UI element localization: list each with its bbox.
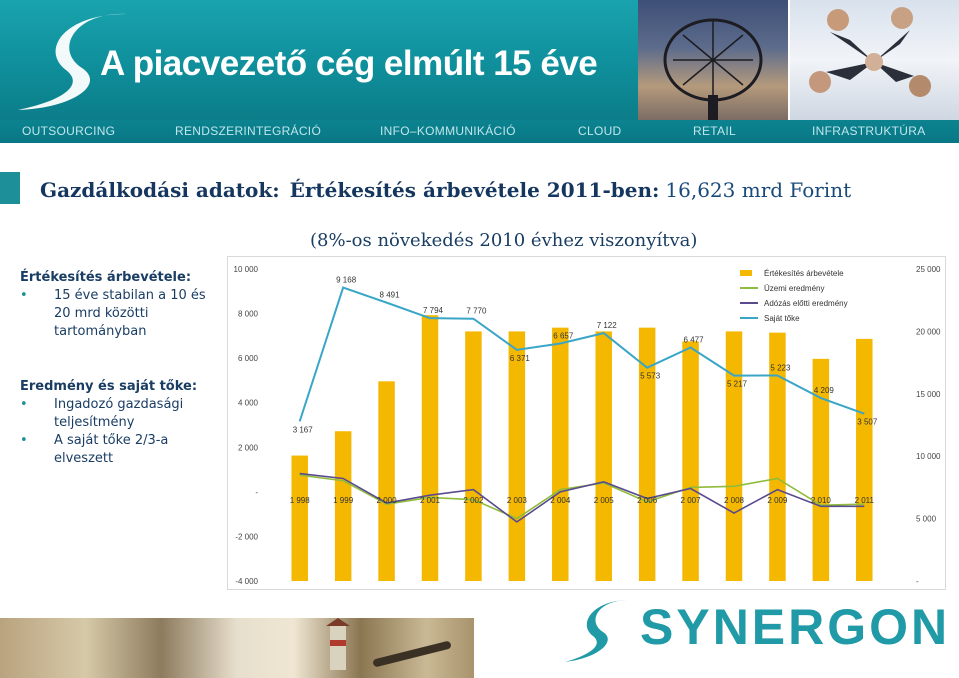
revenue-bar [725, 331, 743, 581]
synergon-swoosh-icon [18, 13, 126, 111]
equity-data-label: 9 168 [336, 276, 357, 285]
equity-data-label: 6 371 [510, 354, 531, 363]
x-axis-label: 2 004 [550, 496, 571, 505]
left-axis-tick: -4 000 [235, 577, 258, 586]
equity-data-label: 7 122 [597, 321, 618, 330]
nav-item-outsourcing[interactable]: OUTSOURCING [22, 124, 116, 138]
banner-title: A piacvezető cég elmúlt 15 éve [100, 44, 598, 83]
left-axis-tick: 10 000 [234, 265, 259, 274]
left-axis-tick: 2 000 [238, 443, 259, 452]
revenue-bar [465, 331, 482, 581]
synergon-logo-icon [565, 600, 629, 662]
equity-line [298, 286, 865, 422]
revenue-bar [682, 341, 699, 581]
title-label: Gazdálkodási adatok: [40, 178, 280, 202]
right-axis-tick: 15 000 [916, 390, 941, 399]
x-axis-label: 2 000 [377, 496, 398, 505]
left-axis-tick: - [255, 488, 258, 497]
equity-data-label: 3 167 [293, 425, 314, 434]
right-axis-tick: 25 000 [916, 265, 941, 274]
x-axis-label: 2 002 [463, 496, 484, 505]
left-axis-tick: -2 000 [235, 532, 258, 541]
financial-chart: 10 000 8 000 6 000 4 000 2 000- -2 000 -4 000 2… [227, 256, 946, 590]
business-team-photo [790, 0, 959, 120]
revenue-bar [508, 331, 526, 581]
right-axis-tick: 20 000 [916, 327, 941, 336]
equity-data-label: 5 573 [640, 372, 661, 381]
revenue-bar [334, 431, 352, 581]
nav-item-rendszerintegracio[interactable]: RENDSZERINTEGRÁCIÓ [175, 124, 322, 138]
equity-data-label: 7 794 [423, 306, 444, 315]
x-axis-label: 2 003 [507, 496, 528, 505]
right-axis-tick: - [916, 577, 919, 586]
right-axis-tick: 10 000 [916, 452, 941, 461]
revenue-summary: Értékesítés árbevétele: 15 éve stabilan … [20, 270, 210, 341]
x-axis-label: 1 999 [333, 496, 354, 505]
equity-data-label: 8 491 [380, 291, 401, 300]
nav-item-info-kommunikacio[interactable]: INFO–KOMMUNIKÁCIÓ [380, 124, 516, 138]
equity-data-label: 6 477 [684, 336, 705, 345]
legend-entry: Értékesítés árbevétele [764, 269, 844, 278]
left-axis-tick: 8 000 [238, 310, 259, 319]
accent-square [0, 172, 20, 204]
x-axis-label: 2 007 [681, 496, 702, 505]
title-value: 16,623 mrd Forint [665, 178, 852, 202]
equity-data-label: 5 223 [770, 363, 791, 372]
left-axis-tick: 6 000 [238, 354, 259, 363]
nav-item-cloud[interactable]: CLOUD [578, 124, 622, 138]
x-axis-label: 2 008 [724, 496, 745, 505]
revenue-bar [421, 315, 439, 581]
x-axis-label: 2 006 [637, 496, 658, 505]
revenue-bar [378, 381, 395, 581]
equity-data-label: 3 507 [857, 418, 878, 427]
revenue-bar [552, 327, 569, 581]
equity-data-label: 4 209 [814, 386, 835, 395]
revenue-summary-item: 15 éve stabilan a 10 és 20 mrd közötti t… [20, 287, 210, 341]
x-axis-label: 2 011 [855, 496, 875, 505]
legend-entry: Adózás előtti eredmény [764, 299, 848, 308]
x-axis-label: 2 010 [811, 496, 832, 505]
x-axis-label: 2 005 [594, 496, 615, 505]
equity-data-label: 6 657 [553, 332, 574, 341]
nav-item-infrastruktura[interactable]: INFRASTRUKTÚRA [812, 124, 926, 138]
legend-entry: Üzemi eredmény [764, 284, 824, 293]
legend-entry: Saját tőke [764, 314, 800, 323]
result-summary-item: A saját tőke 2/3-a elveszett [20, 432, 220, 468]
x-axis-label: 1 998 [290, 496, 311, 505]
footer-photo-strip [0, 618, 474, 678]
page-title: Gazdálkodási adatok: Értékesítés árbevéte… [40, 178, 851, 202]
left-axis-tick: 4 000 [238, 399, 259, 408]
revenue-bar [595, 331, 612, 581]
revenue-bar [291, 455, 308, 581]
legend-swatch [740, 270, 752, 276]
result-summary-title: Eredmény és saját tőke: [20, 379, 198, 394]
pretax-result-line [299, 472, 865, 523]
right-axis-tick: 5 000 [916, 515, 937, 524]
revenue-summary-title: Értékesítés árbevétele: [20, 270, 192, 285]
x-axis-label: 2 001 [420, 496, 441, 505]
equity-data-label: 7 770 [466, 307, 487, 316]
satellite-dish-photo [638, 0, 788, 120]
page-subtitle: (8%-os növekedés 2010 évhez viszonyítva) [310, 230, 698, 251]
top-navigation: OUTSOURCING RENDSZERINTEGRÁCIÓ INFO–KOMM… [0, 120, 959, 143]
revenue-bar [812, 358, 830, 581]
result-summary-item: Ingadozó gazdasági teljesítmény [20, 396, 220, 432]
header-banner: A piacvezető cég elmúlt 15 éve [0, 0, 638, 120]
revenue-bar [856, 338, 873, 581]
result-summary: Eredmény és saját tőke: Ingadozó gazdasá… [20, 379, 220, 468]
synergon-logo-text: SYNERGON [640, 599, 951, 655]
revenue-bar [769, 332, 786, 581]
x-axis-label: 2 009 [767, 496, 788, 505]
nav-item-retail[interactable]: RETAIL [693, 124, 736, 138]
equity-data-label: 5 217 [727, 380, 748, 389]
revenue-bar [638, 327, 656, 581]
title-text: Értékesítés árbevétele 2011-ben: [289, 178, 660, 202]
